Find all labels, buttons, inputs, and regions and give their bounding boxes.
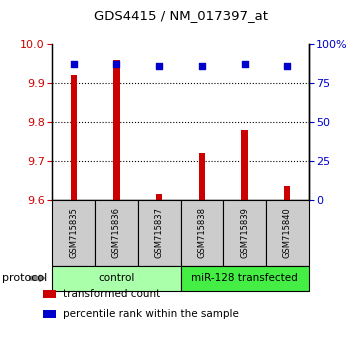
Text: GSM715840: GSM715840 xyxy=(283,207,292,258)
Text: GSM715835: GSM715835 xyxy=(69,207,78,258)
Text: GSM715839: GSM715839 xyxy=(240,207,249,258)
Point xyxy=(284,63,290,69)
Bar xyxy=(156,194,162,200)
Text: protocol: protocol xyxy=(2,273,47,283)
Bar xyxy=(199,153,205,200)
Text: GSM715838: GSM715838 xyxy=(197,207,206,258)
Bar xyxy=(113,60,119,200)
Text: control: control xyxy=(98,273,135,283)
Text: miR-128 transfected: miR-128 transfected xyxy=(191,273,298,283)
Point xyxy=(156,63,162,69)
Text: GSM715837: GSM715837 xyxy=(155,207,164,258)
Point xyxy=(199,63,205,69)
Point xyxy=(71,62,77,67)
Text: transformed count: transformed count xyxy=(63,289,160,299)
Bar xyxy=(242,130,248,200)
Bar xyxy=(70,75,77,200)
Text: percentile rank within the sample: percentile rank within the sample xyxy=(63,309,239,319)
Point xyxy=(113,62,119,67)
Bar xyxy=(284,187,291,200)
Text: GSM715836: GSM715836 xyxy=(112,207,121,258)
Point xyxy=(242,62,247,67)
Text: GDS4415 / NM_017397_at: GDS4415 / NM_017397_at xyxy=(93,10,268,22)
